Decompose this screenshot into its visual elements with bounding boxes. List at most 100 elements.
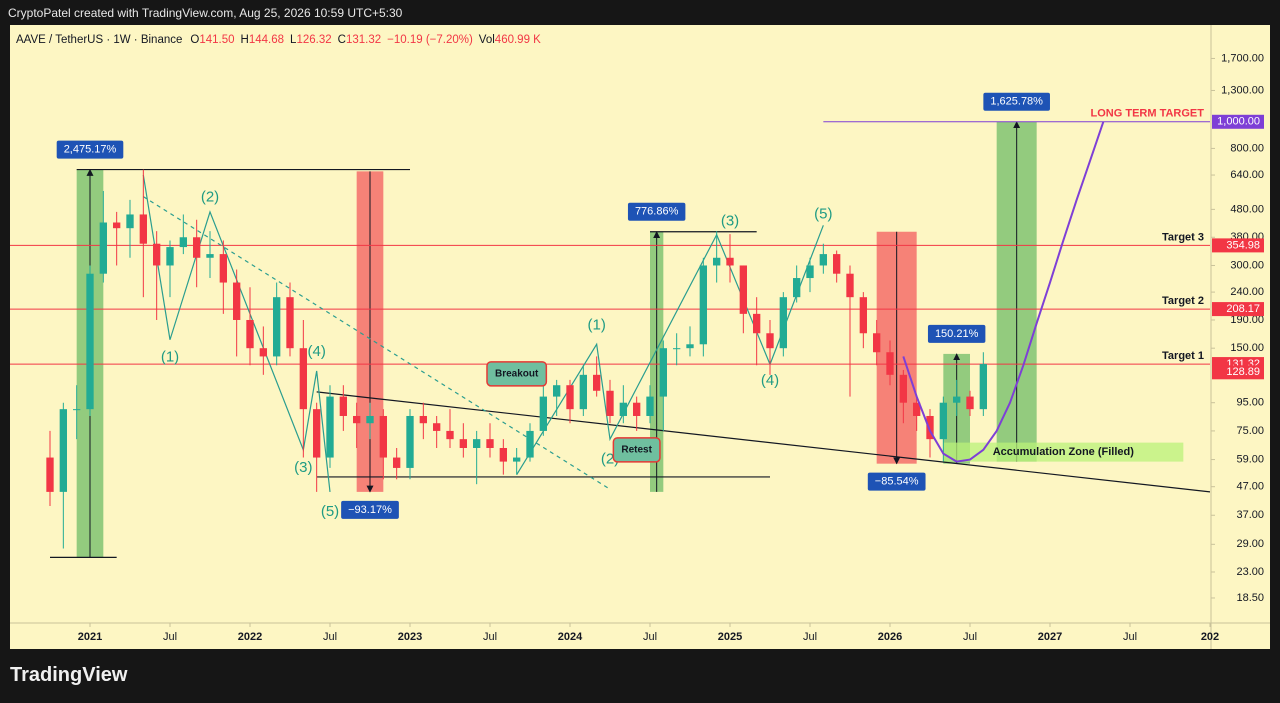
range-label-box xyxy=(56,140,124,159)
candle-body xyxy=(713,257,721,266)
price-axis-box xyxy=(1212,365,1264,380)
candle-body xyxy=(446,430,454,440)
range-label-box xyxy=(927,324,986,343)
candle-body xyxy=(766,333,774,349)
volume-key: Vol xyxy=(478,34,495,46)
candle-body xyxy=(499,447,507,462)
x-tick-label: 2023 xyxy=(398,631,422,643)
candle-body xyxy=(406,415,414,468)
x-tick-label: 2027 xyxy=(1038,631,1062,643)
symbol: AAVE / TetherUS · 1W · Binance xyxy=(16,34,183,46)
y-tick-label: 59.00 xyxy=(1236,453,1264,465)
ohlc-value: 126.32 xyxy=(296,34,332,46)
candle-body xyxy=(353,415,361,424)
candle-body xyxy=(966,396,974,410)
candle-body xyxy=(513,457,521,462)
wave-label: (5) xyxy=(321,503,339,520)
candle-body xyxy=(739,265,747,314)
candle-body xyxy=(846,273,854,298)
candle-body xyxy=(553,385,561,397)
callout-box xyxy=(612,437,661,463)
candle-body xyxy=(193,237,201,258)
level-name: Target 2 xyxy=(1162,295,1204,307)
price-axis-label: 128.89 xyxy=(1226,366,1260,378)
candle-body xyxy=(486,439,494,448)
candle-body xyxy=(126,214,134,229)
candle-body xyxy=(179,237,187,248)
level-axis-box xyxy=(1212,238,1264,253)
candle-body xyxy=(459,439,467,448)
y-tick-label: 75.00 xyxy=(1236,425,1264,437)
candle-body xyxy=(699,265,707,345)
level-axis-box xyxy=(1212,114,1264,129)
candle-body xyxy=(299,348,307,410)
level-axis-box xyxy=(1212,302,1264,317)
wave-label: (1) xyxy=(161,348,179,365)
candle-body xyxy=(433,423,441,431)
candle-body xyxy=(419,415,427,424)
level-name: LONG TERM TARGET xyxy=(1091,108,1205,120)
candle-body xyxy=(286,297,294,349)
candle-body xyxy=(166,247,174,266)
range-label: 2,475.17% xyxy=(64,143,117,155)
candle-body xyxy=(59,409,67,492)
y-tick-label: 29.00 xyxy=(1236,538,1264,550)
range-label: 1,625.78% xyxy=(990,96,1043,108)
change: −10.19 (−7.20%) xyxy=(387,34,473,46)
candle-body xyxy=(273,297,281,357)
ohlc-key: H xyxy=(240,34,249,46)
candle-body xyxy=(473,439,481,448)
range-label-box xyxy=(867,472,926,491)
range-label-box xyxy=(983,92,1050,111)
candle-body xyxy=(593,374,601,391)
candle-body xyxy=(646,396,654,416)
range-label: −85.54% xyxy=(875,476,919,488)
candle-body xyxy=(806,265,814,279)
candle-body xyxy=(659,348,667,397)
candle-body xyxy=(366,415,374,424)
symbol-info: AAVE / TetherUS · 1W · Binance O141.50 H14… xyxy=(16,34,547,46)
candle-body xyxy=(73,409,81,411)
candle-body xyxy=(206,254,214,258)
level-axis-label: 208.17 xyxy=(1226,303,1260,315)
x-tick-label: Jul xyxy=(483,631,497,643)
range-label: −93.17% xyxy=(348,504,392,516)
candle-body xyxy=(753,313,761,334)
trend-line xyxy=(316,391,1210,493)
candle-body xyxy=(819,254,827,266)
wave-label: (4) xyxy=(307,343,325,360)
candle-body xyxy=(779,297,787,349)
candle-body xyxy=(86,273,94,410)
candle-body xyxy=(886,352,894,375)
candle-body xyxy=(953,396,961,403)
callout-label: Breakout xyxy=(495,368,539,379)
candle-body xyxy=(686,344,694,349)
credit: CryptoPatel created with TradingView.com… xyxy=(8,6,403,20)
candle-body xyxy=(633,402,641,416)
wave-label: (1) xyxy=(587,317,605,334)
y-tick-label: 23.00 xyxy=(1236,566,1264,578)
wave-label: (3) xyxy=(294,459,312,476)
candle-body xyxy=(339,396,347,416)
candle-body xyxy=(793,278,801,298)
candle-body xyxy=(113,222,121,229)
range-label: 776.86% xyxy=(635,206,679,218)
y-tick-label: 47.00 xyxy=(1236,481,1264,493)
candle-body xyxy=(606,390,614,416)
candle-body xyxy=(379,415,387,458)
y-tick-label: 300.00 xyxy=(1230,259,1264,271)
ohlc-value: 144.68 xyxy=(248,34,285,46)
trend-line xyxy=(142,174,331,492)
candle-body xyxy=(926,415,934,440)
x-tick-label: 2022 xyxy=(238,631,262,643)
candle-body xyxy=(619,402,627,416)
x-tick-label: 202 xyxy=(1201,631,1219,643)
y-tick-label: 1,700.00 xyxy=(1221,52,1264,64)
candle-body xyxy=(99,222,107,274)
y-tick-label: 1,300.00 xyxy=(1221,84,1264,96)
level-axis-label: 354.98 xyxy=(1226,239,1260,251)
ohlc-key: L xyxy=(290,34,297,46)
y-tick-label: 18.50 xyxy=(1236,592,1264,604)
